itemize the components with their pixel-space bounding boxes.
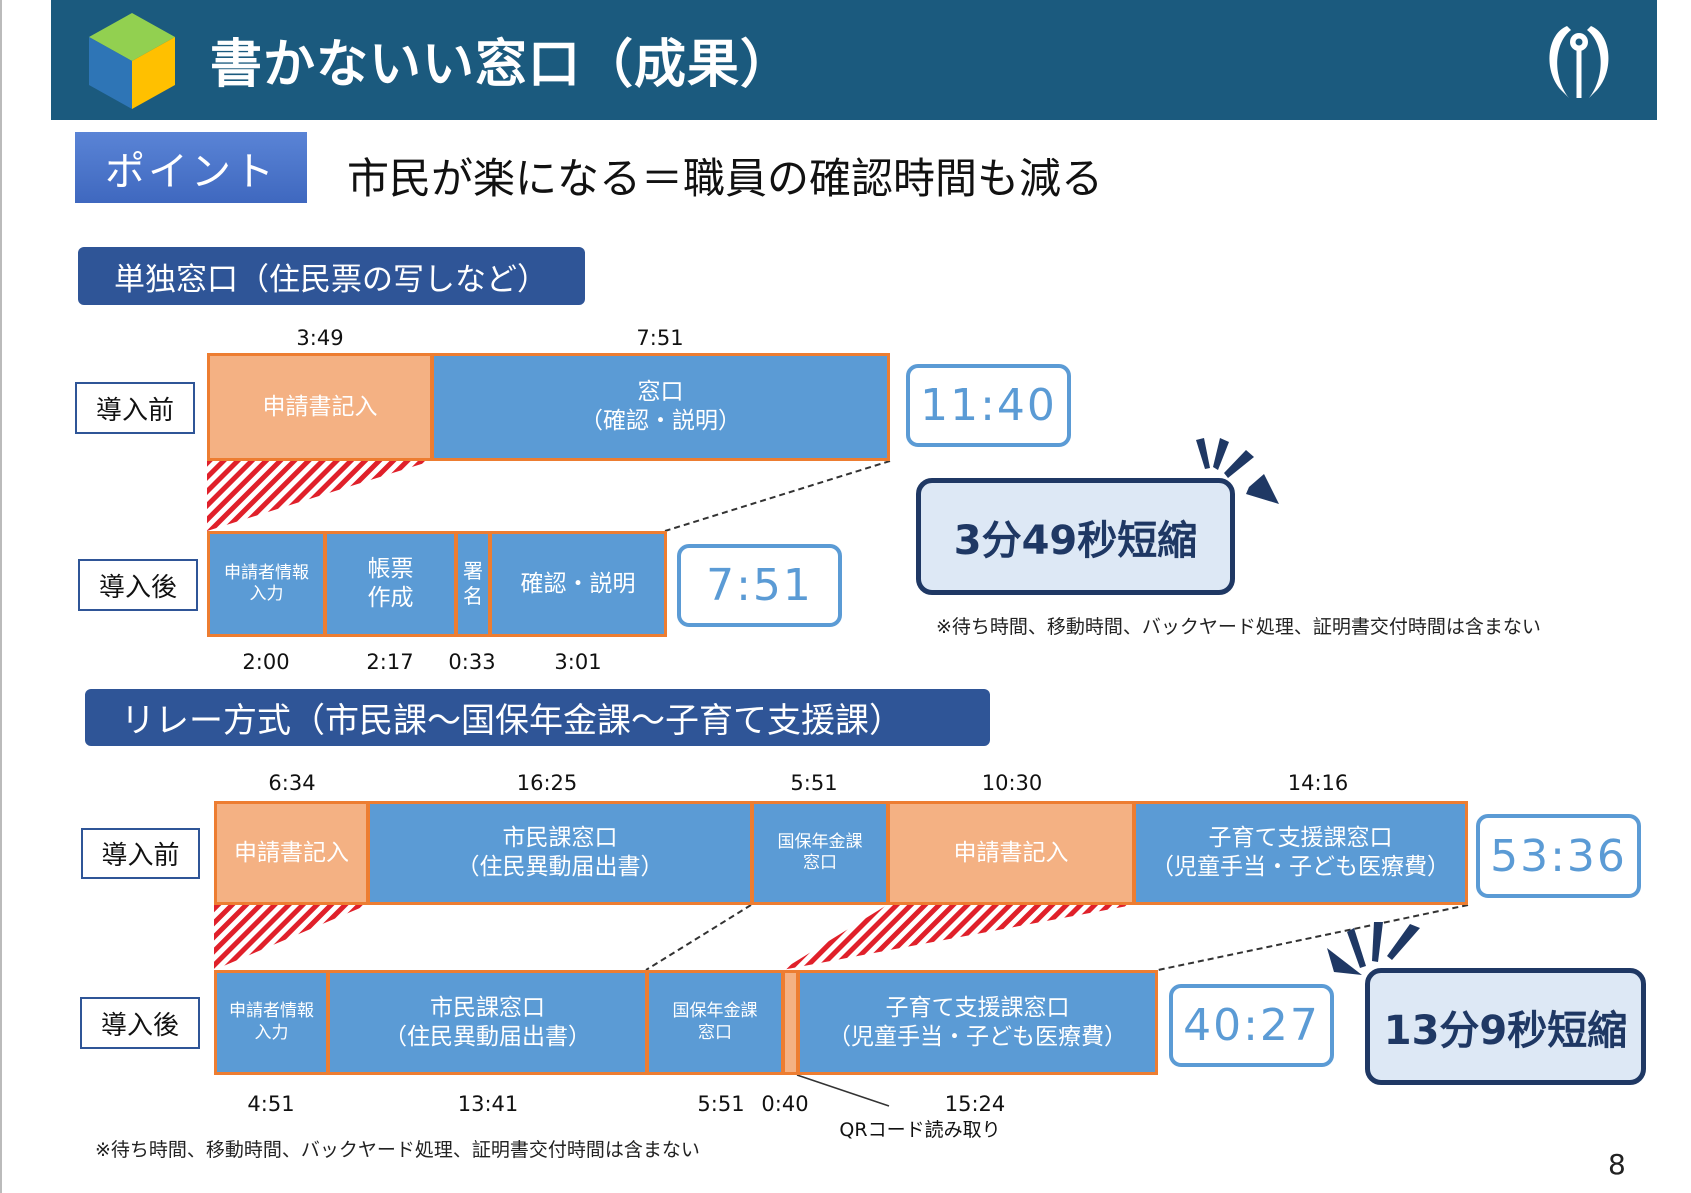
city-emblem-icon: [1549, 26, 1609, 98]
section-heading-relay: リレー方式（市民課～国保年金課～子育て支援課）: [85, 689, 990, 746]
time-label: 5:51: [790, 771, 838, 795]
time-label: 2:17: [366, 650, 414, 674]
header-banner: [51, 0, 1657, 120]
before-tag: 導入前: [81, 828, 200, 879]
point-text: 市民が楽になる＝職員の確認時間も減る: [347, 154, 1104, 203]
time-label: 3:49: [296, 326, 344, 350]
time-label: 16:25: [516, 771, 578, 795]
saving-badge: 3分49秒短縮: [916, 478, 1235, 595]
dashed-connector: [1157, 904, 1469, 971]
dashed-connector: [664, 460, 891, 532]
bar-segment: 申請者情報 入力: [214, 970, 329, 1075]
time-label: 0:40: [761, 1092, 809, 1116]
bar-segment: 市民課窓口 （住民異動届出書）: [367, 801, 753, 905]
bar-segment: 申請書記入: [207, 353, 433, 461]
bar-segment: 子育て支援課窓口 （児童手当・子ども医療費）: [1133, 801, 1468, 905]
time-label: 14:16: [1287, 771, 1349, 795]
before-tag: 導入前: [75, 382, 195, 434]
bar-segment: 申請者情報 入力: [207, 531, 326, 637]
total-time-box: 7:51: [677, 544, 842, 627]
qr-leader-line: [796, 1074, 890, 1107]
time-label: 3:01: [554, 650, 602, 674]
time-label: 2:00: [242, 650, 290, 674]
burst-icon: [1327, 922, 1420, 975]
time-label: 6:34: [268, 771, 316, 795]
page-number: 8: [1608, 1148, 1626, 1181]
page-title: 書かないい窓口（成果）: [210, 35, 794, 95]
reduction-hatch: [207, 461, 431, 531]
time-label: 10:30: [981, 771, 1043, 795]
burst-icon: [1196, 438, 1279, 504]
after-tag: 導入後: [80, 997, 200, 1049]
bar-segment: 国保年金課 窓口: [751, 801, 889, 905]
time-label: 7:51: [636, 326, 684, 350]
time-label: 15:24: [944, 1092, 1006, 1116]
bar-segment: 窓口 （確認・説明）: [431, 353, 890, 461]
dashed-connector: [645, 904, 752, 971]
time-label: 13:41: [457, 1092, 519, 1116]
after-tag: 導入後: [78, 559, 198, 611]
cube-icon: [89, 13, 175, 109]
bar-segment: 帳票 作成: [324, 531, 457, 637]
bar-segment: 確認・説明: [489, 531, 667, 637]
footnote: ※待ち時間、移動時間、バックヤード処理、証明書交付時間は含まない: [936, 616, 1541, 638]
point-badge: ポイント: [75, 132, 307, 203]
total-time-box: 53:36: [1476, 814, 1641, 898]
bar-segment: 申請書記入: [214, 801, 369, 905]
bar-segment: 国保年金課 窓口: [646, 970, 784, 1075]
section-heading-single: 単独窓口（住民票の写しなど）: [78, 247, 585, 305]
total-time-box: 40:27: [1169, 984, 1334, 1067]
reduction-hatch: [214, 905, 367, 970]
time-label: 4:51: [247, 1092, 295, 1116]
bar-segment: 子育て支援課窓口 （児童手当・子ども医療費）: [797, 970, 1158, 1075]
time-label: 5:51: [697, 1092, 745, 1116]
time-label: 0:33: [448, 650, 496, 674]
footnote: ※待ち時間、移動時間、バックヤード処理、証明書交付時間は含まない: [95, 1139, 700, 1161]
bar-segment: 署名: [455, 531, 491, 637]
bar-segment: 市民課窓口 （住民異動届出書）: [327, 970, 648, 1075]
saving-badge: 13分9秒短縮: [1365, 968, 1646, 1085]
total-time-box: 11:40: [906, 364, 1071, 447]
qr-label: QRコード読み取り: [839, 1119, 1001, 1141]
bar-segment: 申請書記入: [887, 801, 1135, 905]
reduction-hatch: [782, 905, 1133, 970]
